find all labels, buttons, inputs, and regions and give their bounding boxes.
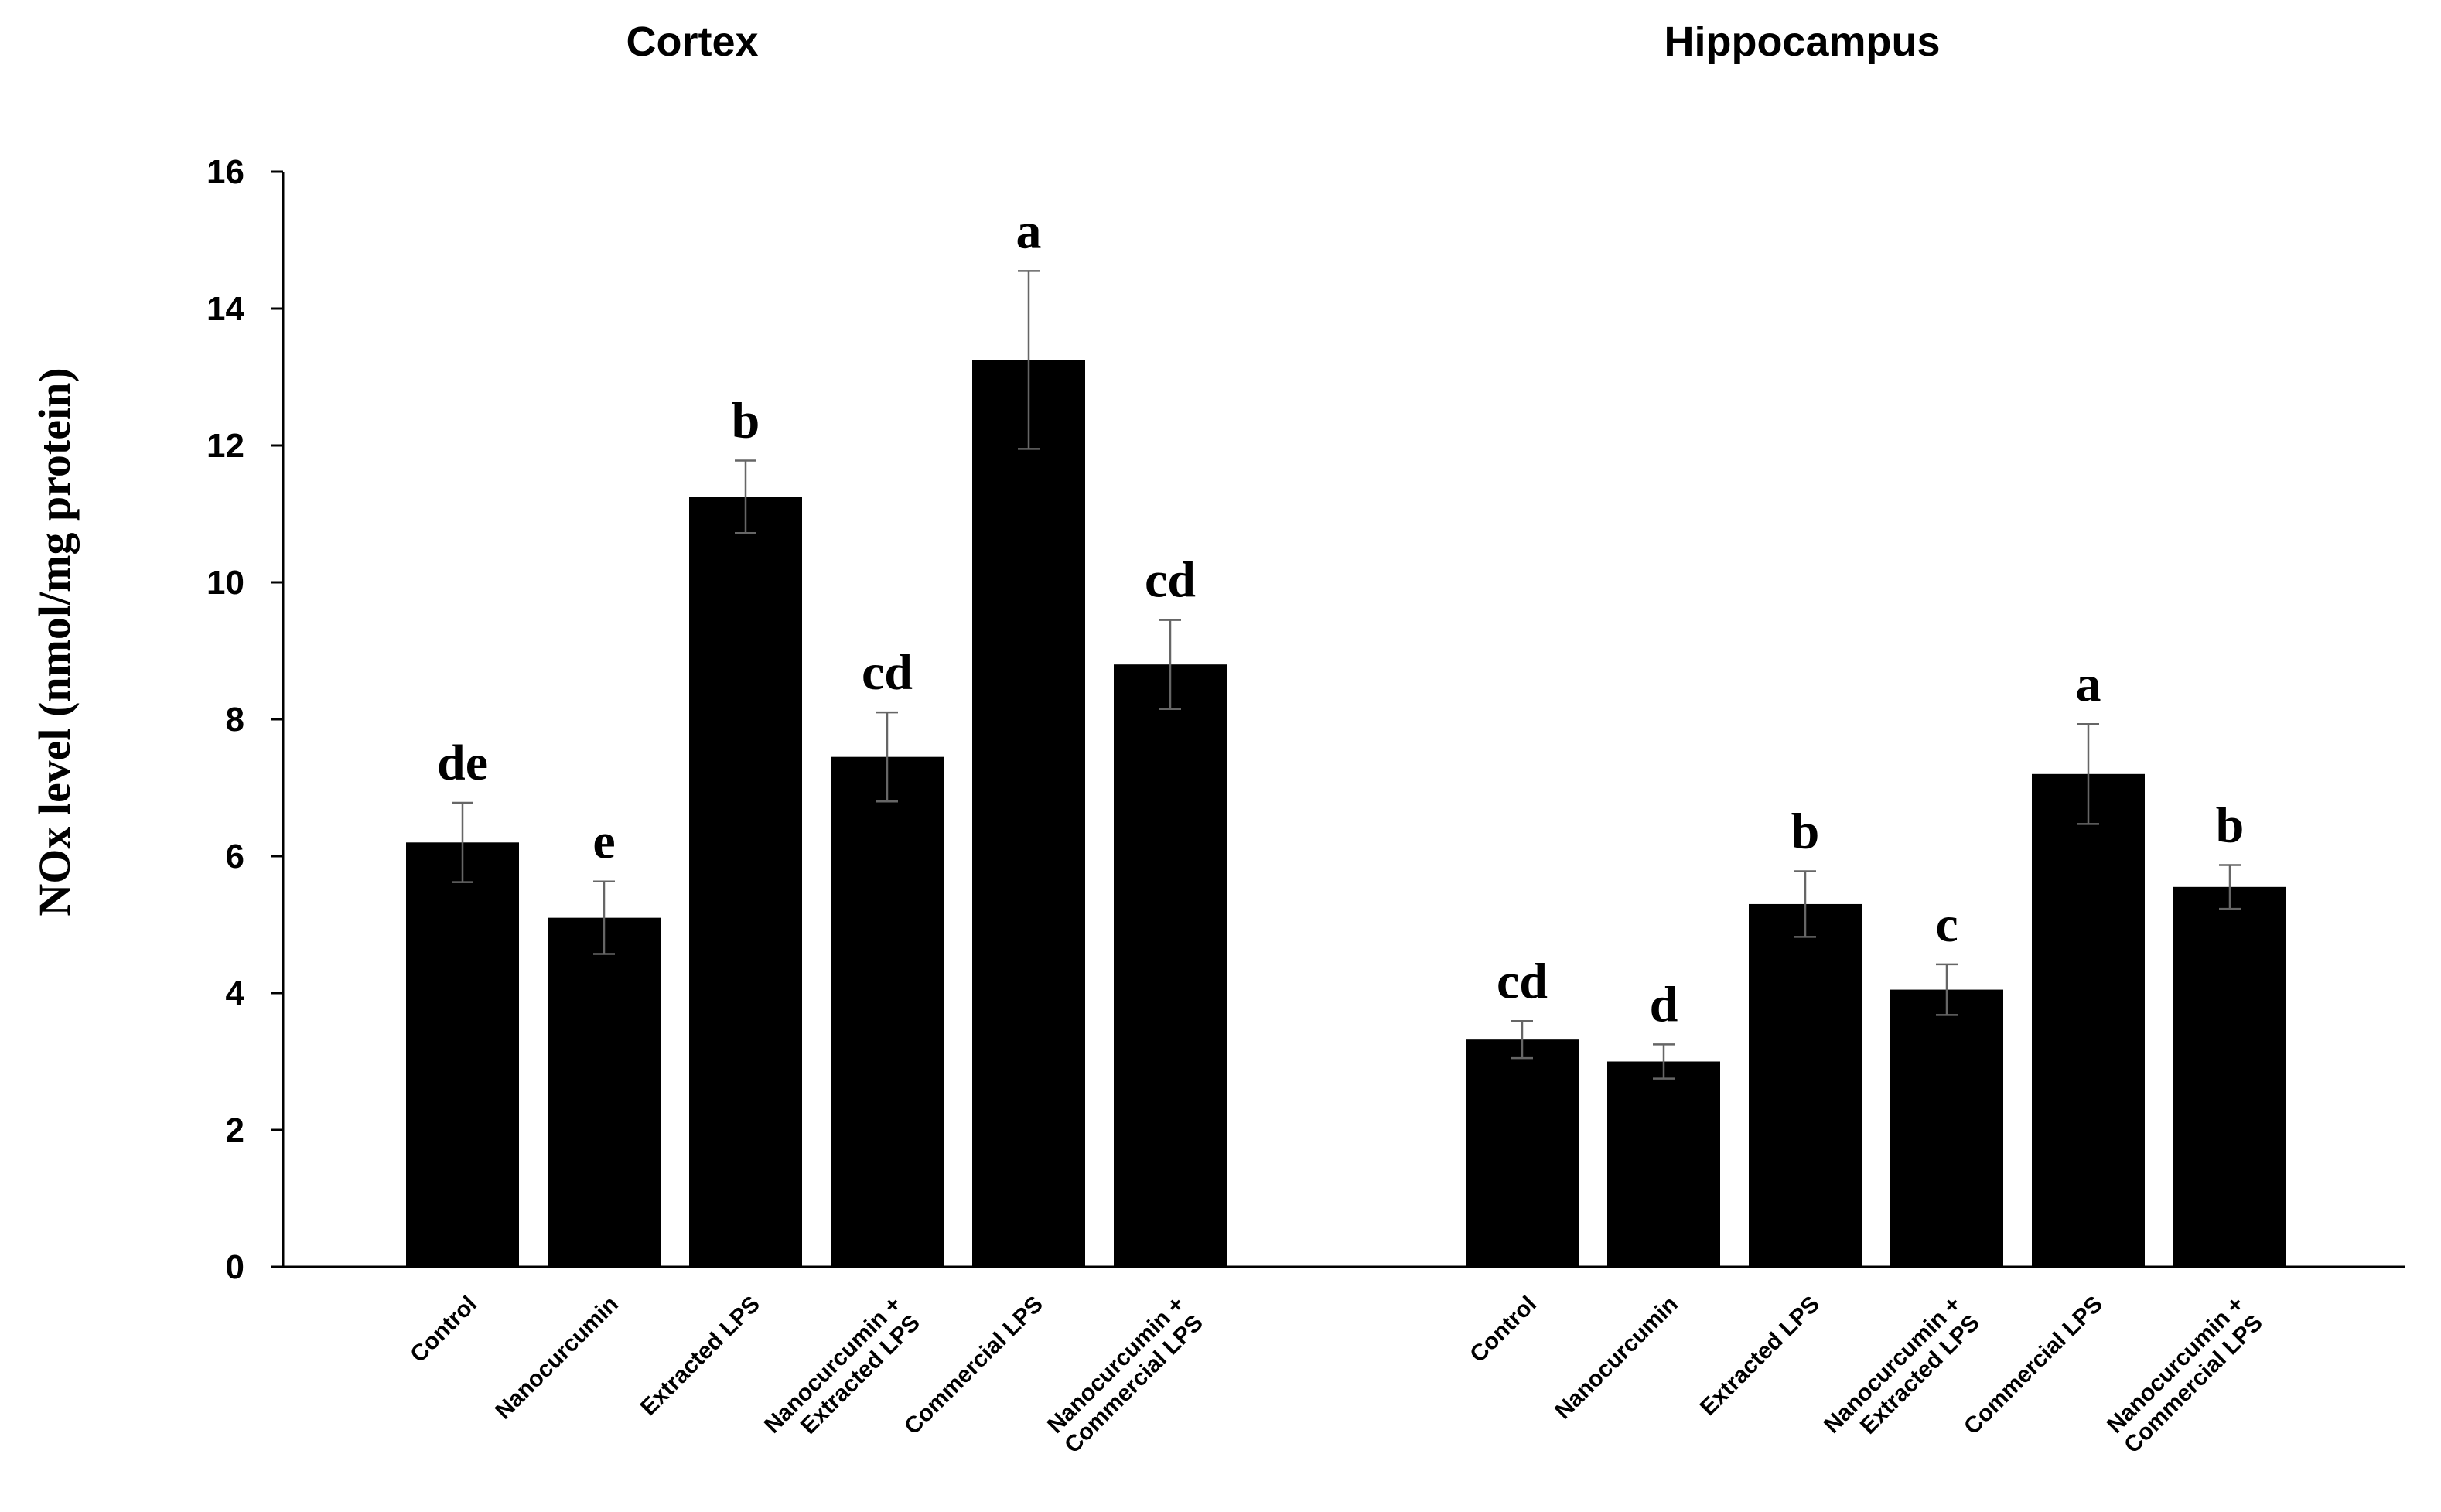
y-tick-label: 6 bbox=[226, 838, 244, 875]
bar bbox=[1466, 1039, 1579, 1267]
x-category-label: Extracted LPS bbox=[1695, 1292, 1825, 1421]
y-tick-label: 8 bbox=[226, 701, 244, 739]
bar bbox=[2173, 886, 2286, 1267]
y-tick-label: 2 bbox=[226, 1111, 244, 1149]
panel-title: Cortex bbox=[626, 19, 758, 65]
x-category-label: Nanocurcumin bbox=[1550, 1292, 1683, 1425]
x-category-label: Extracted LPS bbox=[636, 1292, 765, 1421]
bar bbox=[2032, 773, 2145, 1267]
x-category-label: Commercial LPS bbox=[900, 1292, 1048, 1440]
significance-letter: d bbox=[1650, 976, 1678, 1032]
bar bbox=[972, 360, 1085, 1267]
significance-letter: b bbox=[2216, 797, 2245, 854]
bar bbox=[831, 756, 944, 1267]
significance-letter: cd bbox=[862, 644, 913, 701]
y-tick-label: 16 bbox=[207, 153, 244, 191]
bar bbox=[548, 917, 661, 1267]
bar bbox=[406, 842, 519, 1267]
significance-letter: a bbox=[2076, 656, 2101, 712]
significance-letter: b bbox=[1791, 803, 1820, 859]
x-category-label: Nanocurcumin +Commercial LPS bbox=[2101, 1292, 2268, 1459]
y-tick-label: 12 bbox=[207, 427, 244, 465]
significance-letter: cd bbox=[1497, 953, 1548, 1009]
panel-cortex: Cortex de Control e Nanocurcumin b Extracted L… bbox=[405, 19, 1227, 1459]
x-category-label: Control bbox=[405, 1292, 482, 1368]
y-ticks: 0 2 4 6 8 10 12 14 16 bbox=[207, 153, 283, 1286]
significance-letter: a bbox=[1016, 203, 1042, 259]
x-category-line: Nanocurcumin bbox=[490, 1292, 623, 1425]
bar bbox=[1114, 664, 1227, 1267]
bar bbox=[1749, 903, 1862, 1267]
significance-letter: e bbox=[592, 814, 615, 870]
panels: Cortex de Control e Nanocurcumin b Extracted L… bbox=[405, 19, 2286, 1459]
panel-title: Hippocampus bbox=[1664, 19, 1940, 65]
x-category-line: Commercial LPS bbox=[1959, 1292, 2108, 1440]
x-category-line: Commercial LPS bbox=[900, 1292, 1048, 1440]
bar bbox=[689, 497, 802, 1267]
y-tick-label: 4 bbox=[226, 974, 245, 1012]
bar bbox=[1890, 989, 2003, 1267]
x-category-line: Control bbox=[405, 1292, 482, 1368]
significance-letter: cd bbox=[1145, 552, 1196, 609]
x-category-line: Nanocurcumin bbox=[1550, 1292, 1683, 1425]
x-category-label: Nanocurcumin +Commercial LPS bbox=[1041, 1292, 1208, 1459]
x-category-label: Control bbox=[1465, 1292, 1541, 1368]
x-category-label: Nanocurcumin +Extracted LPS bbox=[760, 1292, 925, 1457]
x-category-line: Extracted LPS bbox=[1695, 1292, 1825, 1421]
bar bbox=[1607, 1061, 1720, 1267]
x-category-line: Control bbox=[1465, 1292, 1541, 1368]
significance-letter: de bbox=[437, 735, 488, 791]
significance-letter: b bbox=[732, 392, 760, 449]
panel-hippocampus: Hippocampus cd Control d Nanocurcumin b Extrac… bbox=[1465, 19, 2286, 1459]
x-category-label: Nanocurcumin +Extracted LPS bbox=[1819, 1292, 1985, 1457]
x-category-line: Extracted LPS bbox=[636, 1292, 765, 1421]
significance-letter: c bbox=[1935, 896, 1958, 953]
y-tick-label: 0 bbox=[226, 1248, 244, 1286]
y-tick-label: 14 bbox=[207, 290, 244, 328]
y-axis-label: NOx level (nmol/mg protein) bbox=[29, 367, 80, 916]
x-category-label: Nanocurcumin bbox=[490, 1292, 623, 1425]
x-category-label: Commercial LPS bbox=[1959, 1292, 2108, 1440]
y-tick-label: 10 bbox=[207, 564, 244, 602]
